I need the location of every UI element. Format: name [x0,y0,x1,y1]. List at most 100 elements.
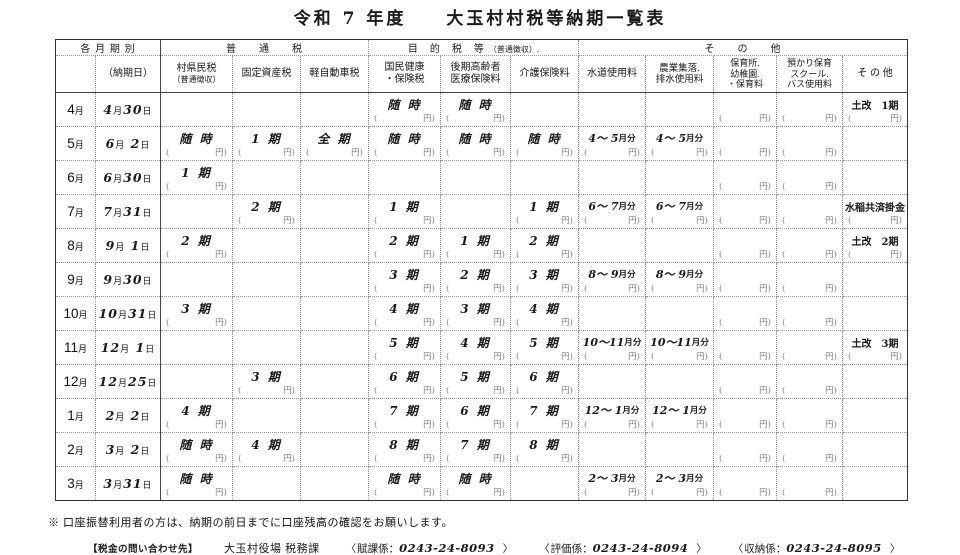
period-label: 1 期 [181,165,212,180]
contact-title: 【税金の問い合わせ先】 [88,544,199,555]
period-label [715,196,776,217]
cell-childcare-fee: (円) [713,330,777,365]
col-header-month [55,55,96,93]
period-label [715,94,776,115]
cell-village-resident-tax: 随 時 (円) [160,432,233,467]
cell-childcare-fee: (円) [713,194,777,229]
cell-late-elderly-medical: 5 期 (円) [440,364,511,399]
period-label [715,264,776,285]
yen-amount-placeholder: (円) [446,284,505,295]
table-row: 11月 12月 1日 5 期(円) 4 期(円) 5 期(円) 10～11 月分(円) 10～… [55,330,909,365]
cell-late-elderly-medical [440,194,511,229]
month-cell: 3月 [55,466,96,501]
cell-content: 随 時 (円) [370,94,440,126]
contact-separator: ： [388,543,400,555]
period-label [778,196,842,217]
yen-amount-placeholder: (円) [446,386,505,397]
period-label: 随 時 [179,437,214,452]
cell-water-fee [578,92,646,127]
tax-schedule-table: 各 月 期 別 普 通 税 目 的 税 等 （普通徴収）. そ の 他 （納期日… [55,39,909,501]
table-row: 4月 4月30日 随 時 (円) 随 時 (円) (円) (円) 土改 1期 (円) [55,92,909,127]
cell-content: 土改 1期 (円) [844,94,907,126]
cell-light-vehicle-tax [300,330,369,365]
cell-content: 10～11 月分 (円) [580,332,645,364]
yen-amount-placeholder: (円) [446,454,505,465]
cell-village-resident-tax [160,194,233,229]
cell-content: 随 時 (円) [162,468,232,500]
cell-fixed-asset-tax [232,160,301,195]
period-label: 2 期 [389,233,420,248]
period-label [778,366,842,387]
yen-amount-placeholder: (円) [719,284,771,295]
month-cell: 5月 [55,126,96,161]
yen-amount-placeholder: (円) [446,318,505,329]
cell-fixed-asset-tax: 1 期 (円) [232,126,301,161]
cell-nursing-care-insurance: 1 期 (円) [510,194,579,229]
month-cell: 4月 [55,92,96,127]
yen-amount-placeholder: (円) [584,352,640,363]
due-date-cell: 9月30日 [95,262,161,297]
cell-content: 3 期 (円) [512,264,578,296]
cell-content: 1 期 (円) [370,196,440,228]
cell-national-health-insurance: 6 期 (円) [368,364,441,399]
cell-national-health-insurance: 随 時 (円) [368,466,441,501]
period-label [715,434,776,455]
cell-water-fee [578,160,646,195]
cell-late-elderly-medical: 7 期 (円) [440,432,511,467]
yen-amount-placeholder: (円) [719,454,771,465]
period-label: 土改 1期 [851,100,899,112]
cell-nursing-care-insurance: 随 時 (円) [510,126,579,161]
period-label: 随 時 [458,471,493,486]
cell-content: 6～ 7 月分 (円) [647,196,713,228]
col-header-light-vehicle-tax: 軽自動車税 [300,55,369,93]
table-row: 6月 6月30日 1 期 (円) (円) (円) [55,160,909,195]
cell-childcare-fee: (円) [713,296,777,331]
table-row: 12月 12月25日 3 期 (円) 6 期 (円) 5 期 (円) 6 期 (円) (円) (円) [55,364,909,399]
cell-agricultural-drainage-fee: 10～11 月分 (円) [645,330,714,365]
cell-content: (円) [715,434,776,466]
table-row: 10月 10月31日 3 期 (円) 4 期 (円) 3 期 (円) 4 期 (円) (円) (円) [55,296,909,331]
yen-amount-placeholder: (円) [584,148,640,159]
yen-amount-placeholder: (円) [584,488,640,499]
cell-national-health-insurance: 8 期 (円) [368,432,441,467]
account-transfer-note: ※ 口座振替利用者の方は、納期の前日までに口座残高の確認をお願いします。 [48,517,453,529]
phone-number: 0243-24-8093 [399,541,495,555]
cell-content: 4 期 (円) [162,400,232,432]
month-cell: 1月 [55,398,96,433]
period-label [715,332,776,353]
cell-content: (円) [778,400,842,432]
cell-childcare-fee: (円) [713,126,777,161]
period-label: 1 期 [460,233,491,248]
period-label: 3 期 [460,301,491,316]
cell-content: (円) [715,162,776,194]
cell-other [841,398,909,433]
due-date-cell: 3月31日 [95,466,161,501]
yen-amount-placeholder: (円) [166,148,227,159]
period-label: 随 時 [387,97,422,112]
cell-light-vehicle-tax [300,296,369,331]
cell-national-health-insurance: 4 期 (円) [368,296,441,331]
table-row: 1月 2月 2日 4 期 (円) 7 期 (円) 6 期 (円) 7 期 (円) 12～ 1 月分 (円… [55,398,909,433]
yen-amount-placeholder: (円) [516,216,573,227]
yen-amount-placeholder: (円) [719,318,771,329]
cell-content: 12～ 1 月分 (円) [647,400,713,432]
cell-agricultural-drainage-fee [645,364,714,399]
yen-amount-placeholder: (円) [374,114,435,125]
yen-amount-placeholder: (円) [516,420,573,431]
cell-childcare-fee: (円) [713,466,777,501]
cell-other [841,364,909,399]
period-label: 4 期 [460,335,491,350]
period-label [715,400,776,421]
period-label: 6 期 [389,369,420,384]
cell-national-health-insurance: 7 期 (円) [368,398,441,433]
period-label [778,298,842,319]
yen-amount-placeholder: (円) [166,454,227,465]
cell-water-fee: 10～11 月分 (円) [578,330,646,365]
yen-amount-placeholder: (円) [719,148,771,159]
cell-content: 10～11 月分 (円) [647,332,713,364]
due-date-cell: 12月 1日 [95,330,161,365]
period-label [715,366,776,387]
